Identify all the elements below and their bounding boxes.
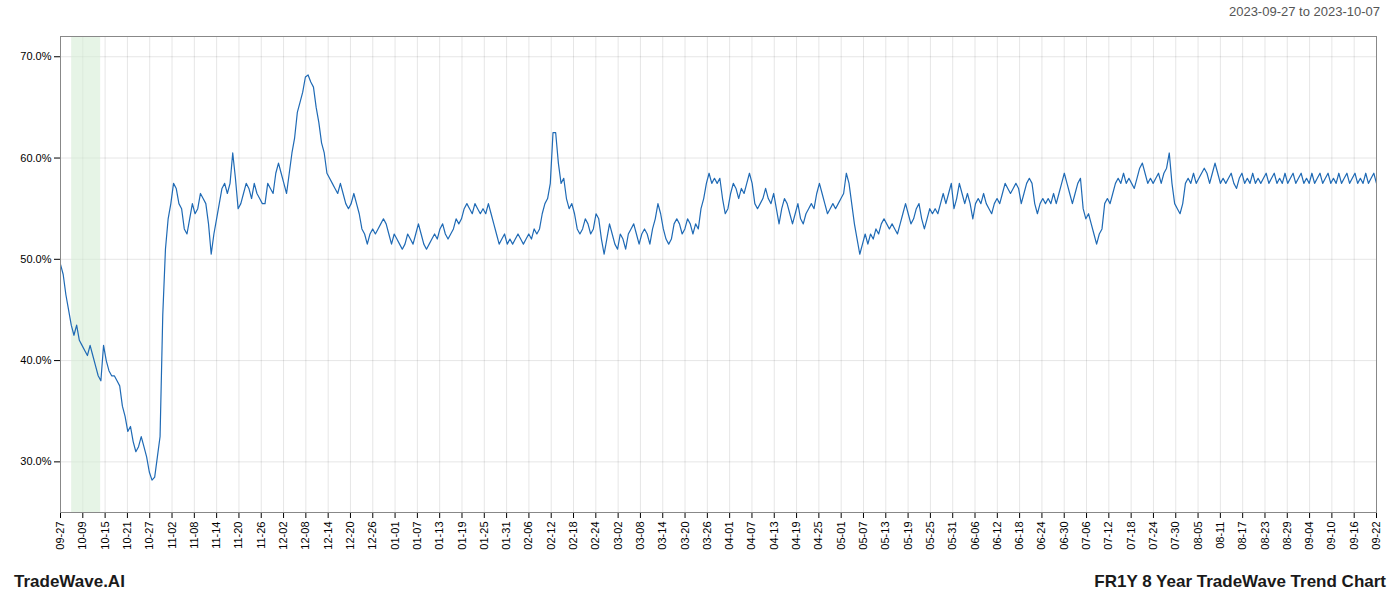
svg-text:12-26: 12-26: [366, 522, 378, 550]
svg-text:08-23: 08-23: [1258, 522, 1270, 550]
svg-text:05-19: 05-19: [902, 522, 914, 550]
svg-text:09-27: 09-27: [54, 522, 66, 550]
svg-text:11-14: 11-14: [210, 522, 222, 549]
svg-text:05-13: 05-13: [879, 522, 891, 550]
svg-text:30.0%: 30.0%: [20, 455, 51, 467]
svg-text:10-27: 10-27: [143, 522, 155, 550]
svg-text:11-02: 11-02: [166, 522, 178, 549]
svg-text:02-06: 02-06: [522, 522, 534, 550]
svg-text:01-07: 01-07: [411, 522, 423, 550]
svg-text:09-10: 09-10: [1325, 522, 1337, 550]
svg-text:04-07: 04-07: [745, 522, 757, 550]
svg-text:08-29: 08-29: [1281, 522, 1293, 550]
svg-text:08-17: 08-17: [1236, 522, 1248, 550]
svg-text:07-24: 07-24: [1147, 522, 1159, 550]
svg-text:08-05: 08-05: [1192, 522, 1204, 550]
svg-text:04-13: 04-13: [768, 522, 780, 550]
svg-text:05-25: 05-25: [924, 522, 936, 550]
svg-text:10-09: 10-09: [76, 522, 88, 550]
html-text:2023-09-27 to 2023-10-07: 2023-09-27 to 2023-10-07: [1228, 4, 1380, 19]
svg-text:10-21: 10-21: [121, 522, 133, 550]
svg-text:12-20: 12-20: [344, 522, 356, 550]
svg-text:06-24: 06-24: [1035, 522, 1047, 550]
svg-text:08-11: 08-11: [1214, 522, 1226, 549]
svg-text:07-12: 07-12: [1102, 522, 1114, 550]
svg-text:09-04: 09-04: [1303, 522, 1315, 550]
svg-text:01-25: 01-25: [478, 522, 490, 550]
svg-text:01-13: 01-13: [433, 522, 445, 550]
svg-text:04-01: 04-01: [723, 522, 735, 550]
svg-text:05-01: 05-01: [835, 522, 847, 550]
svg-text:06-18: 06-18: [1013, 522, 1025, 550]
svg-text:01-01: 01-01: [389, 522, 401, 550]
svg-text:40.0%: 40.0%: [20, 354, 51, 366]
svg-text:05-31: 05-31: [946, 522, 958, 550]
svg-text:11-26: 11-26: [255, 522, 267, 549]
svg-text:03-20: 03-20: [679, 522, 691, 550]
svg-text:12-08: 12-08: [299, 522, 311, 550]
svg-text:11-08: 11-08: [188, 522, 200, 549]
svg-text:10-15: 10-15: [99, 522, 111, 550]
svg-text:03-08: 03-08: [634, 522, 646, 550]
svg-text:07-18: 07-18: [1125, 522, 1137, 550]
svg-text:03-02: 03-02: [612, 522, 624, 550]
svg-text:02-18: 02-18: [567, 522, 579, 550]
svg-text:11-20: 11-20: [232, 522, 244, 549]
svg-text:03-26: 03-26: [701, 522, 713, 550]
svg-text:09-22: 09-22: [1370, 522, 1382, 550]
svg-text:06-30: 06-30: [1058, 522, 1070, 550]
html-text:TradeWave.AI: TradeWave.AI: [14, 572, 125, 591]
html-text:FR1Y 8 Year TradeWave Trend Ch: FR1Y 8 Year TradeWave Trend Chart: [1094, 572, 1386, 591]
svg-text:04-25: 04-25: [812, 522, 824, 550]
svg-text:09-16: 09-16: [1348, 522, 1360, 550]
svg-text:06-06: 06-06: [969, 522, 981, 550]
svg-text:12-14: 12-14: [322, 522, 334, 550]
svg-text:12-02: 12-02: [277, 522, 289, 550]
svg-text:01-31: 01-31: [500, 522, 512, 550]
svg-text:07-30: 07-30: [1169, 522, 1181, 550]
svg-text:02-12: 02-12: [545, 522, 557, 550]
svg-text:03-14: 03-14: [656, 522, 668, 550]
svg-text:70.0%: 70.0%: [20, 50, 51, 62]
svg-text:05-07: 05-07: [857, 522, 869, 550]
svg-text:02-24: 02-24: [589, 522, 601, 550]
svg-text:50.0%: 50.0%: [20, 253, 51, 265]
svg-text:04-19: 04-19: [790, 522, 802, 550]
svg-text:60.0%: 60.0%: [20, 152, 51, 164]
svg-text:01-19: 01-19: [456, 522, 468, 550]
svg-text:06-12: 06-12: [991, 522, 1003, 550]
svg-text:07-06: 07-06: [1080, 522, 1092, 550]
